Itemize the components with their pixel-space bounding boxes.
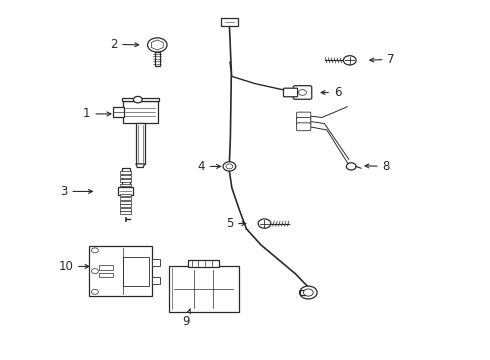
Bar [152, 277, 160, 284]
FancyBboxPatch shape [120, 175, 131, 178]
FancyBboxPatch shape [122, 102, 158, 123]
Text: 5: 5 [226, 217, 246, 230]
Circle shape [226, 164, 233, 169]
Circle shape [343, 56, 356, 65]
Text: 4: 4 [197, 160, 220, 173]
FancyBboxPatch shape [120, 184, 131, 186]
Text: 6: 6 [321, 86, 342, 99]
FancyBboxPatch shape [296, 123, 311, 131]
Bar [120, 194, 131, 197]
FancyBboxPatch shape [296, 112, 311, 120]
Bar [99, 273, 114, 277]
Text: 9: 9 [182, 309, 191, 328]
Bar [120, 204, 131, 207]
Circle shape [298, 90, 306, 95]
FancyBboxPatch shape [296, 117, 311, 125]
FancyBboxPatch shape [299, 291, 309, 295]
Circle shape [303, 289, 313, 296]
FancyBboxPatch shape [118, 187, 133, 195]
Polygon shape [136, 164, 145, 167]
Bar [120, 197, 131, 200]
Bar [136, 123, 145, 164]
FancyBboxPatch shape [113, 107, 123, 117]
Bar [122, 168, 129, 188]
Text: 10: 10 [58, 260, 89, 273]
Text: 7: 7 [370, 53, 395, 66]
Circle shape [299, 286, 317, 299]
Text: 1: 1 [83, 107, 111, 120]
Circle shape [92, 289, 98, 294]
FancyBboxPatch shape [120, 171, 131, 174]
Bar [152, 259, 160, 266]
Circle shape [346, 163, 356, 170]
FancyBboxPatch shape [169, 266, 239, 312]
Bar [120, 201, 131, 203]
Bar [123, 257, 148, 285]
Polygon shape [151, 40, 163, 50]
FancyBboxPatch shape [188, 260, 220, 267]
Bar [89, 246, 152, 296]
Circle shape [223, 162, 236, 171]
Circle shape [258, 219, 271, 228]
Circle shape [92, 248, 98, 253]
Circle shape [147, 38, 167, 52]
Bar [120, 208, 131, 211]
Circle shape [92, 269, 98, 274]
Bar [120, 211, 131, 214]
Bar [155, 52, 160, 66]
Text: 8: 8 [365, 160, 390, 173]
Bar [99, 265, 114, 270]
Text: 3: 3 [60, 185, 93, 198]
Text: 2: 2 [110, 38, 139, 51]
FancyBboxPatch shape [221, 18, 238, 26]
Circle shape [133, 96, 142, 103]
FancyBboxPatch shape [284, 88, 297, 97]
FancyBboxPatch shape [120, 179, 131, 182]
Bar [122, 98, 159, 102]
FancyBboxPatch shape [293, 86, 312, 99]
